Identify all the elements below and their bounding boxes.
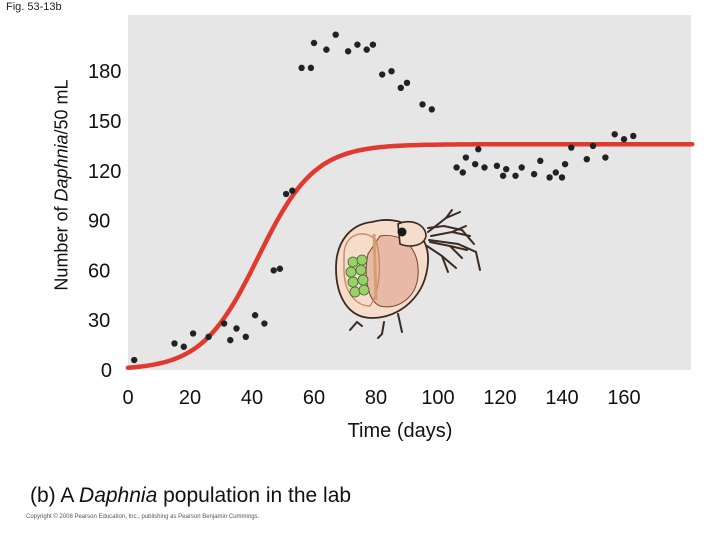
data-point — [298, 64, 305, 72]
data-point — [220, 320, 228, 327]
data-point — [276, 265, 284, 272]
data-point — [499, 172, 507, 179]
data-point — [131, 356, 138, 364]
data-point — [459, 169, 466, 176]
data-point — [397, 84, 404, 92]
data-point — [462, 154, 470, 161]
x-tick-label: 0 — [122, 387, 133, 409]
caption-suffix: population in the lab — [157, 484, 352, 507]
x-tick-label: 160 — [607, 387, 640, 409]
daphnia-illustration — [335, 209, 481, 339]
y-tick-label: 0 — [101, 360, 112, 382]
copyright-notice: Copyright © 2008 Pearson Education, Inc.… — [26, 514, 260, 520]
data-point — [289, 187, 296, 194]
data-point — [282, 190, 290, 198]
plot-background — [128, 15, 691, 370]
data-point — [332, 31, 339, 38]
data-point — [561, 160, 569, 168]
data-point — [589, 142, 597, 150]
data-point — [512, 172, 519, 179]
data-point — [261, 320, 268, 327]
data-point — [475, 146, 482, 153]
data-point — [270, 267, 277, 274]
data-point — [472, 160, 479, 168]
x-tick-label: 100 — [421, 387, 454, 409]
data-point — [189, 330, 197, 337]
data-point — [546, 174, 553, 181]
data-point — [251, 312, 259, 319]
data-point — [171, 340, 178, 347]
y-tick-label: 60 — [88, 260, 110, 282]
data-point — [583, 155, 590, 163]
y-tick-label: 150 — [88, 111, 121, 133]
data-point — [620, 136, 628, 143]
data-point — [552, 169, 559, 176]
data-point — [428, 106, 435, 113]
y-tick-label: 30 — [88, 310, 110, 332]
data-point — [233, 325, 240, 332]
x-tick-label: 80 — [365, 387, 387, 409]
data-point — [630, 132, 637, 140]
data-point — [344, 48, 352, 55]
data-point — [503, 165, 510, 173]
data-point — [242, 333, 249, 340]
x-tick-label: 120 — [483, 387, 516, 409]
figure-caption: (b) A Daphnia population in the lab — [30, 484, 351, 508]
x-tick-label: 140 — [545, 387, 578, 409]
data-point — [403, 79, 411, 87]
data-point — [481, 164, 488, 171]
caption-prefix: (b) A — [30, 484, 80, 507]
y-tick-label: 180 — [88, 61, 121, 83]
plot-area: 0 30 60 90 120 150 180 0 20 40 60 80 100 120 140 160 Tim… — [88, 15, 695, 442]
data-point — [493, 162, 501, 170]
y-tick-label: 90 — [88, 211, 110, 233]
y-tick-label: 120 — [88, 161, 121, 183]
x-tick-label: 40 — [241, 387, 263, 409]
logistic-growth-curve — [125, 141, 695, 371]
data-point — [227, 336, 234, 344]
data-point — [363, 46, 370, 53]
data-point — [369, 41, 377, 48]
data-point — [354, 41, 361, 48]
data-point — [323, 46, 330, 53]
x-tick-label: 20 — [179, 387, 201, 409]
data-point — [310, 39, 318, 47]
caption-species: Daphnia — [79, 484, 158, 507]
data-point — [537, 157, 544, 165]
data-point — [205, 333, 212, 340]
data-point — [602, 154, 609, 161]
x-tick-label: 60 — [303, 387, 325, 409]
data-point — [388, 68, 395, 75]
data-point — [307, 64, 315, 72]
data-point — [611, 131, 618, 138]
data-point — [568, 144, 575, 151]
data-point — [558, 174, 566, 181]
data-point — [453, 164, 460, 171]
data-point — [180, 343, 187, 350]
x-axis-title: Time (days) — [348, 420, 453, 442]
data-point — [419, 101, 426, 108]
figure-label: Fig. 53-13b — [6, 1, 62, 13]
data-point — [379, 71, 386, 78]
data-point — [530, 170, 538, 178]
data-point — [518, 164, 525, 171]
